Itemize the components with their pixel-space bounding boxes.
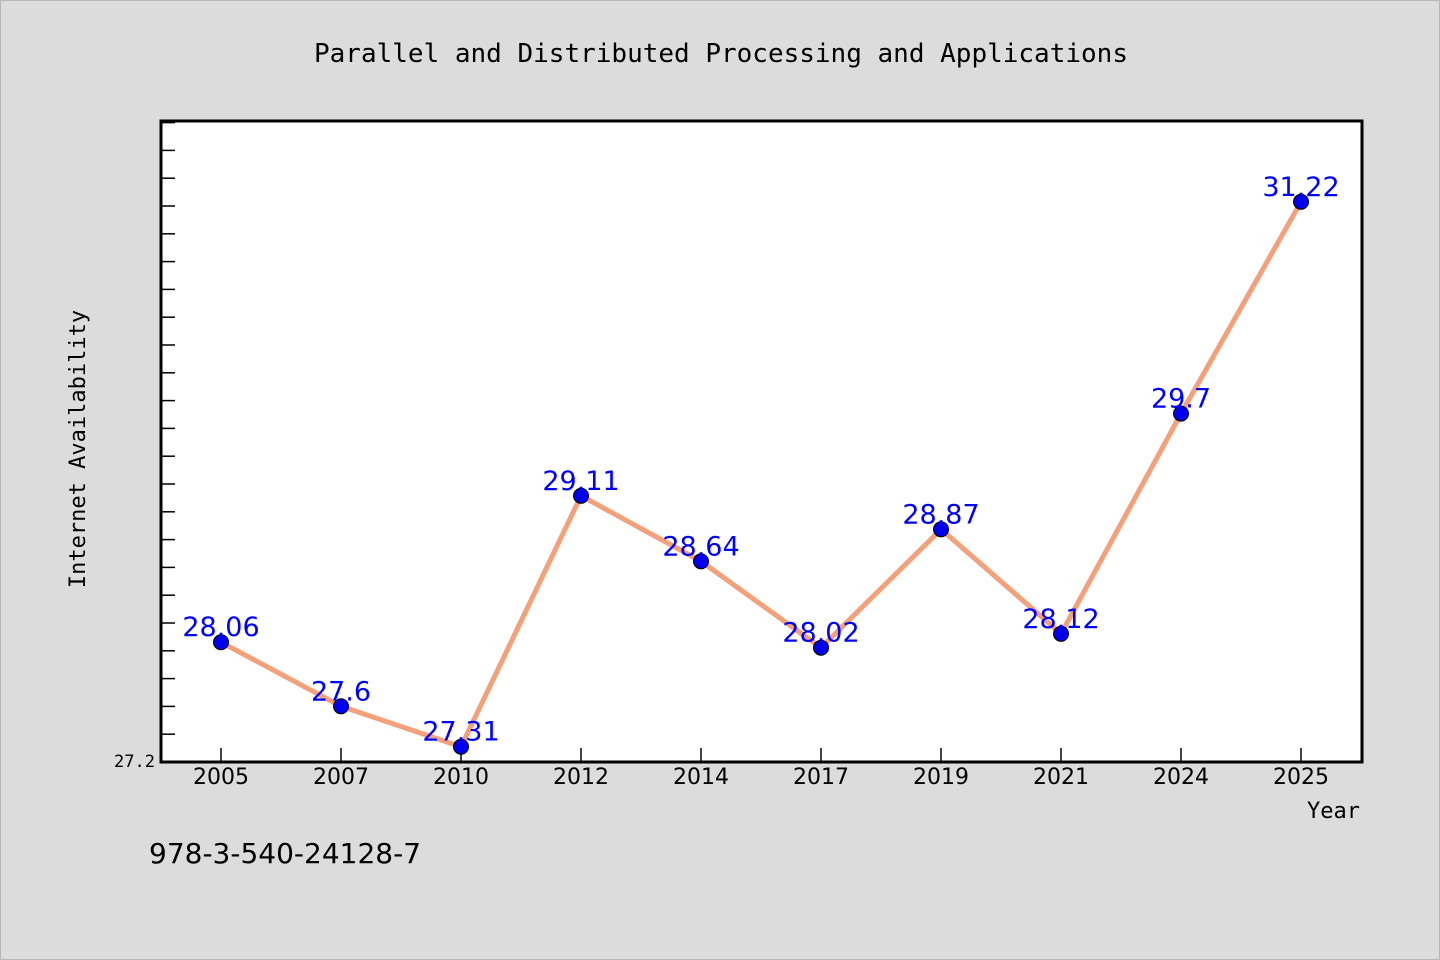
data-point <box>813 639 829 656</box>
data-label: 28.02 <box>782 618 859 649</box>
y-tick-label: 27.2 <box>114 752 155 772</box>
x-tick-label: 2017 <box>793 765 849 790</box>
data-point <box>573 487 589 504</box>
data-point <box>1293 193 1309 210</box>
data-label: 27.31 <box>422 717 499 748</box>
data-label: 28.12 <box>1022 604 1099 635</box>
plot-frame <box>159 119 1364 764</box>
data-point <box>453 738 469 755</box>
x-tick-label: 2021 <box>1033 765 1089 790</box>
y-axis-label: Internet Availability <box>66 310 91 588</box>
data-point <box>933 521 949 538</box>
data-point <box>1053 625 1069 642</box>
x-tick-label: 2024 <box>1153 765 1209 790</box>
data-label: 27.6 <box>311 676 371 707</box>
marker-layer <box>213 193 1309 755</box>
x-axis-ticks <box>220 748 1302 762</box>
series-layer <box>218 199 1304 750</box>
data-label: 31.22 <box>1262 172 1339 203</box>
x-tick-label: 2010 <box>433 765 489 790</box>
x-tick-label: 2019 <box>913 765 969 790</box>
data-label-layer: 28.06 27.6 27.31 29.11 28.64 28.02 28.87 28.12 2… <box>182 172 1339 748</box>
data-label: 28.06 <box>182 612 259 643</box>
data-point <box>1173 405 1189 422</box>
plot-area <box>161 121 1362 762</box>
data-label: 28.87 <box>902 499 979 530</box>
data-label: 28.64 <box>662 531 739 562</box>
x-axis-label: Year <box>1307 799 1360 824</box>
x-tick-label: 2007 <box>313 765 369 790</box>
footnote-isbn: 978-3-540-24128-7 <box>149 837 421 870</box>
data-point <box>693 553 709 570</box>
data-label: 29.11 <box>542 466 619 497</box>
y-axis-ticks <box>161 121 175 763</box>
x-tick-label: 2012 <box>553 765 609 790</box>
chart-title: Parallel and Distributed Processing and … <box>314 39 1128 69</box>
data-point <box>213 634 229 651</box>
x-tick-label-layer: 2005 2007 2010 2012 2014 2017 2019 2021 2024 2025 <box>193 765 1329 790</box>
data-point <box>333 698 349 715</box>
data-label: 29.7 <box>1151 384 1211 415</box>
x-tick-label: 2014 <box>673 765 729 790</box>
x-tick-label: 2025 <box>1273 765 1329 790</box>
x-tick-label: 2005 <box>193 765 249 790</box>
series-line <box>218 199 1304 750</box>
